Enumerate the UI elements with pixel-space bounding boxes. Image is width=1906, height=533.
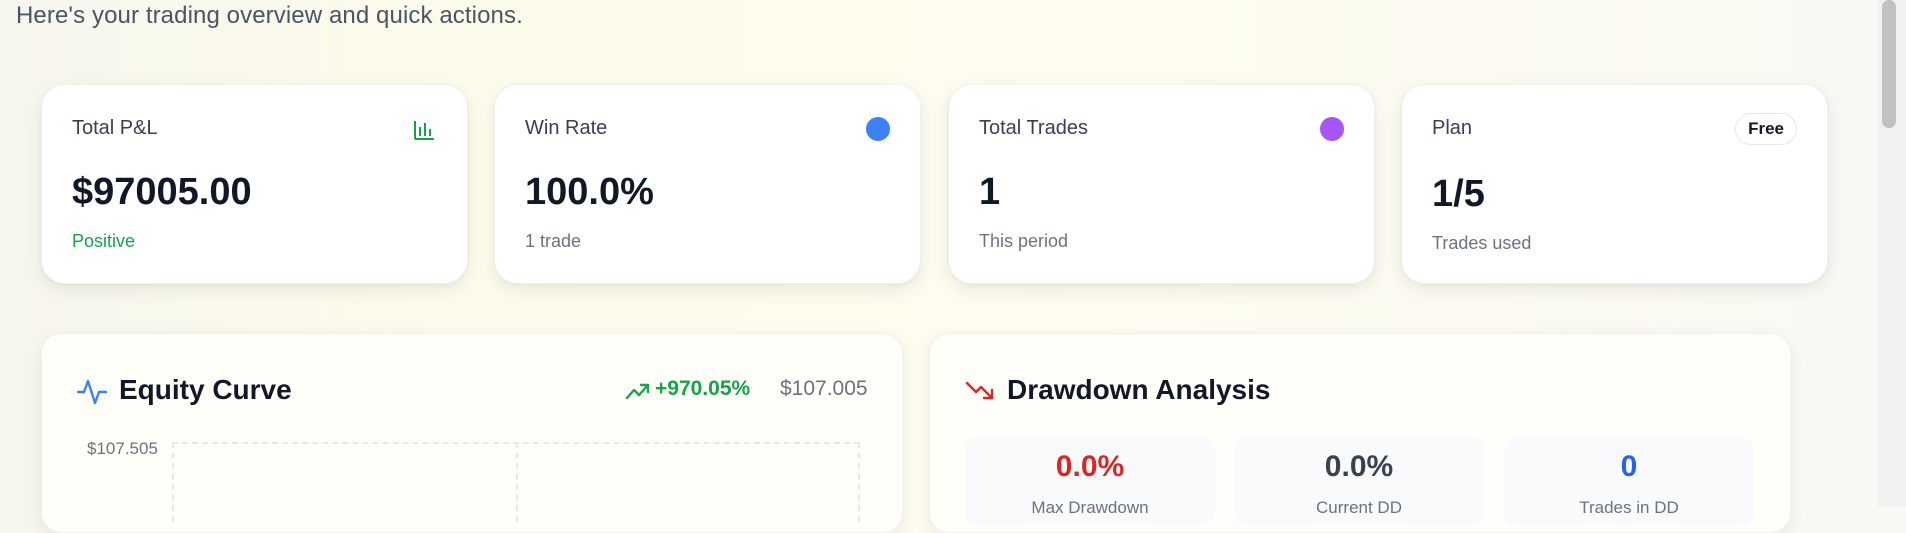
- metric-label: Max Drawdown: [1031, 498, 1149, 517]
- equity-curve-panel: [41, 333, 903, 533]
- stat-value: 1/5: [1432, 173, 1485, 215]
- stat-card-win-rate: Win Rate 100.0% 1 trade: [494, 84, 921, 284]
- drawdown-analysis-title: Drawdown Analysis: [1007, 374, 1271, 405]
- stat-label: Plan: [1432, 117, 1473, 139]
- stat-sub: Trades used: [1432, 233, 1532, 253]
- stat-card-total-trades: Total Trades 1 This period: [948, 84, 1375, 284]
- equity-current-value: $107.005: [780, 377, 868, 400]
- bar-chart-icon: [414, 121, 434, 140]
- metric-label: Current DD: [1316, 498, 1402, 517]
- scrollbar-thumb[interactable]: [1882, 0, 1896, 128]
- stat-value: 1: [979, 171, 1001, 213]
- stat-card-plan: Plan Free 1/5 Trades used: [1401, 84, 1828, 284]
- stat-label: Total Trades: [979, 117, 1088, 139]
- plan-badge: Free: [1735, 113, 1797, 145]
- page-subtitle: Here's your trading overview and quick a…: [16, 2, 523, 29]
- equity-change-percent: +970.05%: [655, 377, 751, 400]
- metric-value: 0: [1620, 450, 1638, 483]
- stat-label: Win Rate: [525, 117, 608, 139]
- metric-value: 0.0%: [1324, 450, 1394, 483]
- equity-chart-gridline: [516, 442, 518, 522]
- stat-card-total-pnl: Total P&L $97005.00 Positive: [41, 84, 468, 284]
- trending-down-icon: [965, 381, 994, 400]
- metric-label: Trades in DD: [1579, 498, 1679, 517]
- stat-value: $97005.00: [72, 171, 252, 213]
- stat-sub: 1 trade: [525, 231, 582, 251]
- drawdown-metric-current: 0.0% Current DD: [1234, 436, 1484, 526]
- activity-icon: [77, 379, 107, 405]
- stat-sub: This period: [979, 231, 1069, 251]
- metric-value: 0.0%: [1055, 450, 1125, 483]
- stat-value: 100.0%: [525, 171, 654, 213]
- status-dot-icon: [866, 117, 890, 141]
- stat-sub: Positive: [72, 231, 136, 251]
- trending-up-icon: [625, 383, 650, 400]
- status-dot-icon: [1320, 117, 1344, 141]
- y-axis-tick-label: $107.505: [87, 439, 158, 458]
- equity-curve-title: Equity Curve: [119, 374, 292, 405]
- drawdown-metric-max: 0.0% Max Drawdown: [965, 436, 1215, 526]
- drawdown-metric-trades: 0 Trades in DD: [1504, 436, 1754, 526]
- stat-label: Total P&L: [72, 117, 158, 139]
